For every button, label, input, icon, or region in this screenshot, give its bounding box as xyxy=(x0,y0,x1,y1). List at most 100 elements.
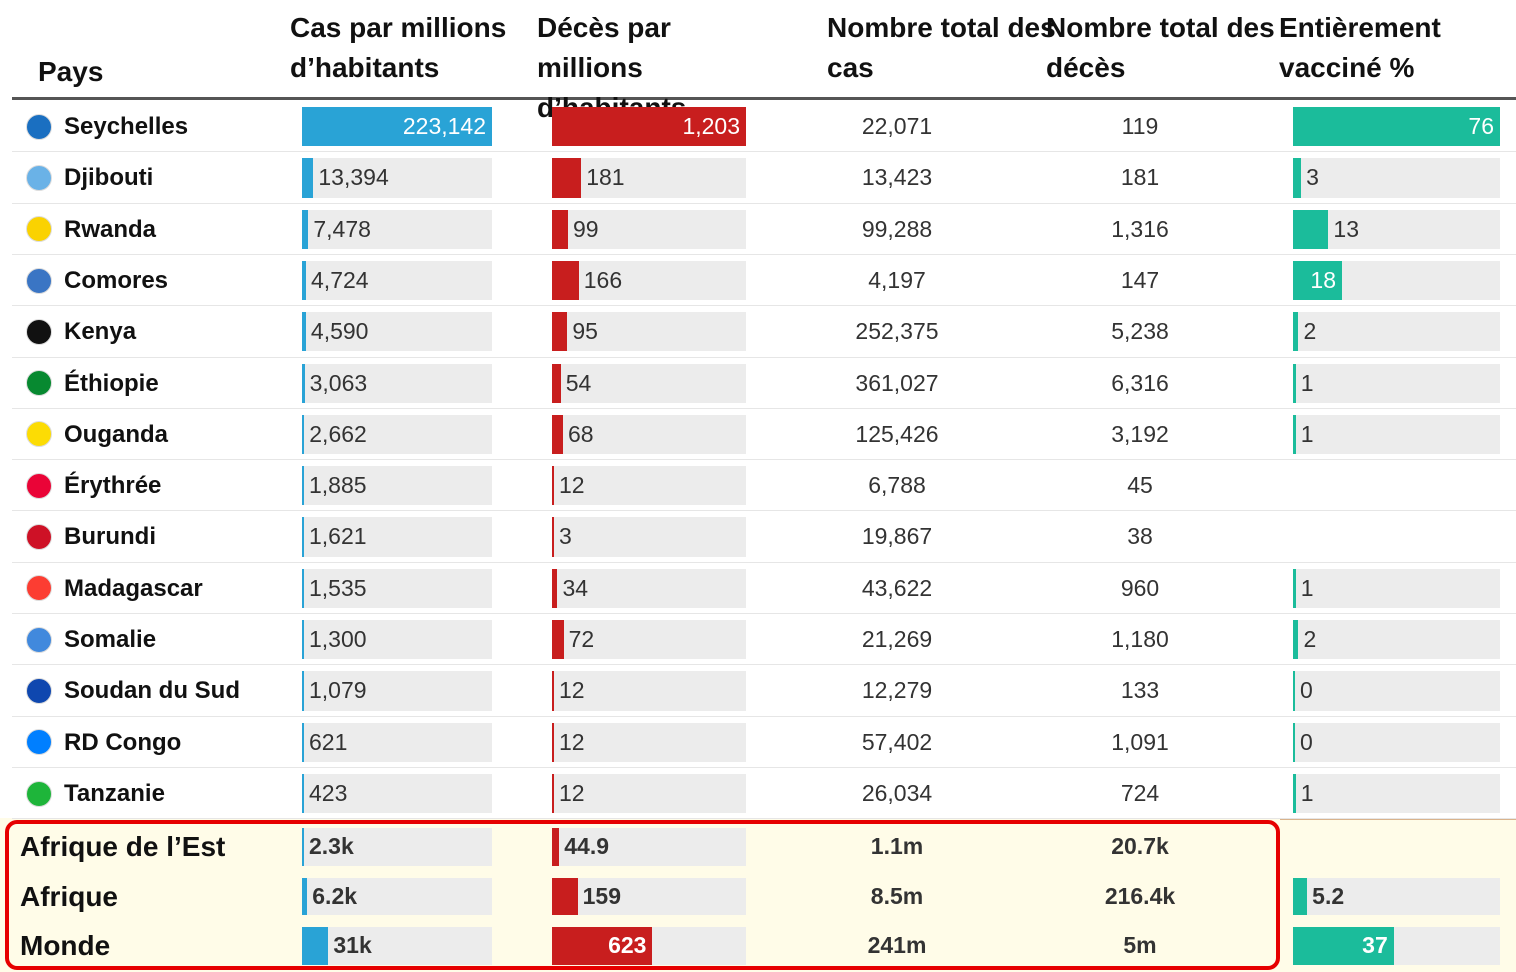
bar-bg xyxy=(302,671,492,711)
bar xyxy=(552,158,582,198)
bar xyxy=(552,209,568,249)
flag xyxy=(26,575,52,602)
highlight-box xyxy=(5,820,1280,970)
row-divider xyxy=(12,818,1516,820)
bar xyxy=(1293,671,1295,711)
bar xyxy=(1293,209,1329,249)
bar-bg xyxy=(1293,671,1500,711)
country-name: Somalie xyxy=(64,626,157,653)
bar-bg xyxy=(1293,877,1500,915)
bar xyxy=(552,517,554,557)
country-name: Rwanda xyxy=(64,215,157,243)
row-divider xyxy=(12,613,1516,614)
row-divider xyxy=(12,766,1516,768)
value-label: 1,300 xyxy=(309,626,367,652)
region-name: Afrique xyxy=(20,880,118,912)
value-label: 1 xyxy=(1300,420,1314,447)
value-label: 34 xyxy=(562,574,589,601)
flag xyxy=(26,780,52,807)
bar xyxy=(302,414,305,455)
bar-bg xyxy=(1293,620,1500,660)
row-divider xyxy=(12,561,1516,563)
value-label: 12,279 xyxy=(861,677,933,704)
bar xyxy=(552,260,579,301)
bar xyxy=(552,828,560,866)
country-name: Burundi xyxy=(64,523,156,551)
flag xyxy=(26,370,52,397)
value-label: 125,426 xyxy=(855,420,939,447)
value-label: 99 xyxy=(572,215,599,242)
bar xyxy=(1293,722,1295,762)
bar xyxy=(1293,312,1299,352)
value-label: 6.2k xyxy=(312,882,358,909)
country-name: Madagascar xyxy=(64,574,203,602)
bar xyxy=(302,877,308,915)
bar xyxy=(1293,107,1500,147)
value-label: 43,622 xyxy=(861,574,933,601)
value-label: 241m xyxy=(867,932,927,958)
value-label: 1 xyxy=(1300,779,1314,806)
bar-bg xyxy=(302,620,492,660)
bar xyxy=(552,671,554,711)
bar-bg xyxy=(552,722,746,762)
value-label: 6,316 xyxy=(1111,369,1169,396)
bar-bg xyxy=(552,773,746,814)
value-label: 19,867 xyxy=(861,523,933,550)
value-label: 1.1m xyxy=(870,833,924,859)
bar-bg xyxy=(552,260,746,301)
value-label: 1,621 xyxy=(309,523,367,550)
value-label: 1,316 xyxy=(1111,215,1169,242)
value-label: 20.7k xyxy=(1111,833,1169,859)
bar xyxy=(552,107,746,147)
bar-bg xyxy=(302,568,492,608)
bar xyxy=(552,620,564,660)
bar-bg xyxy=(552,877,746,915)
column-header: Entièrement vacciné % xyxy=(1279,12,1441,83)
header-rule xyxy=(12,97,1516,100)
value-label: 5.2 xyxy=(1312,882,1345,909)
bar xyxy=(302,260,307,301)
bar xyxy=(302,828,304,866)
bar xyxy=(302,466,304,506)
bar-bg xyxy=(302,927,492,965)
value-label: 68 xyxy=(567,420,594,447)
value-label: 119 xyxy=(1121,113,1159,139)
bar xyxy=(1293,927,1394,965)
bar xyxy=(302,620,304,660)
bar-bg xyxy=(1293,568,1500,608)
value-label: 3,063 xyxy=(309,369,368,396)
value-label: 4,590 xyxy=(310,318,369,345)
value-label: 4,197 xyxy=(868,266,926,293)
bar xyxy=(302,927,329,965)
value-label: 2 xyxy=(1303,626,1317,652)
row-divider xyxy=(12,253,1516,255)
value-label: 623 xyxy=(608,932,647,958)
bar-bg xyxy=(1293,312,1500,352)
value-label: 8.5m xyxy=(870,882,924,909)
country-name: Seychelles xyxy=(64,113,189,140)
flag xyxy=(26,216,52,243)
bar xyxy=(302,312,306,352)
bar xyxy=(552,722,554,762)
bar xyxy=(552,414,563,455)
row-divider xyxy=(12,664,1516,666)
bar xyxy=(552,568,558,608)
bar xyxy=(302,107,492,147)
bar-bg xyxy=(552,671,746,711)
bar xyxy=(302,568,304,608)
bar-bg xyxy=(552,568,746,608)
bar xyxy=(552,466,554,506)
country-name: Ouganda xyxy=(64,420,169,448)
bar xyxy=(302,773,304,814)
value-label: 960 xyxy=(1120,574,1160,601)
bar xyxy=(302,671,304,711)
bar-bg xyxy=(1293,722,1500,762)
flag xyxy=(26,472,52,499)
value-label: 5,238 xyxy=(1111,318,1169,345)
row-divider xyxy=(12,356,1516,358)
value-label: 12 xyxy=(559,472,585,499)
bar xyxy=(552,312,568,352)
value-label: 3,192 xyxy=(1111,420,1169,447)
